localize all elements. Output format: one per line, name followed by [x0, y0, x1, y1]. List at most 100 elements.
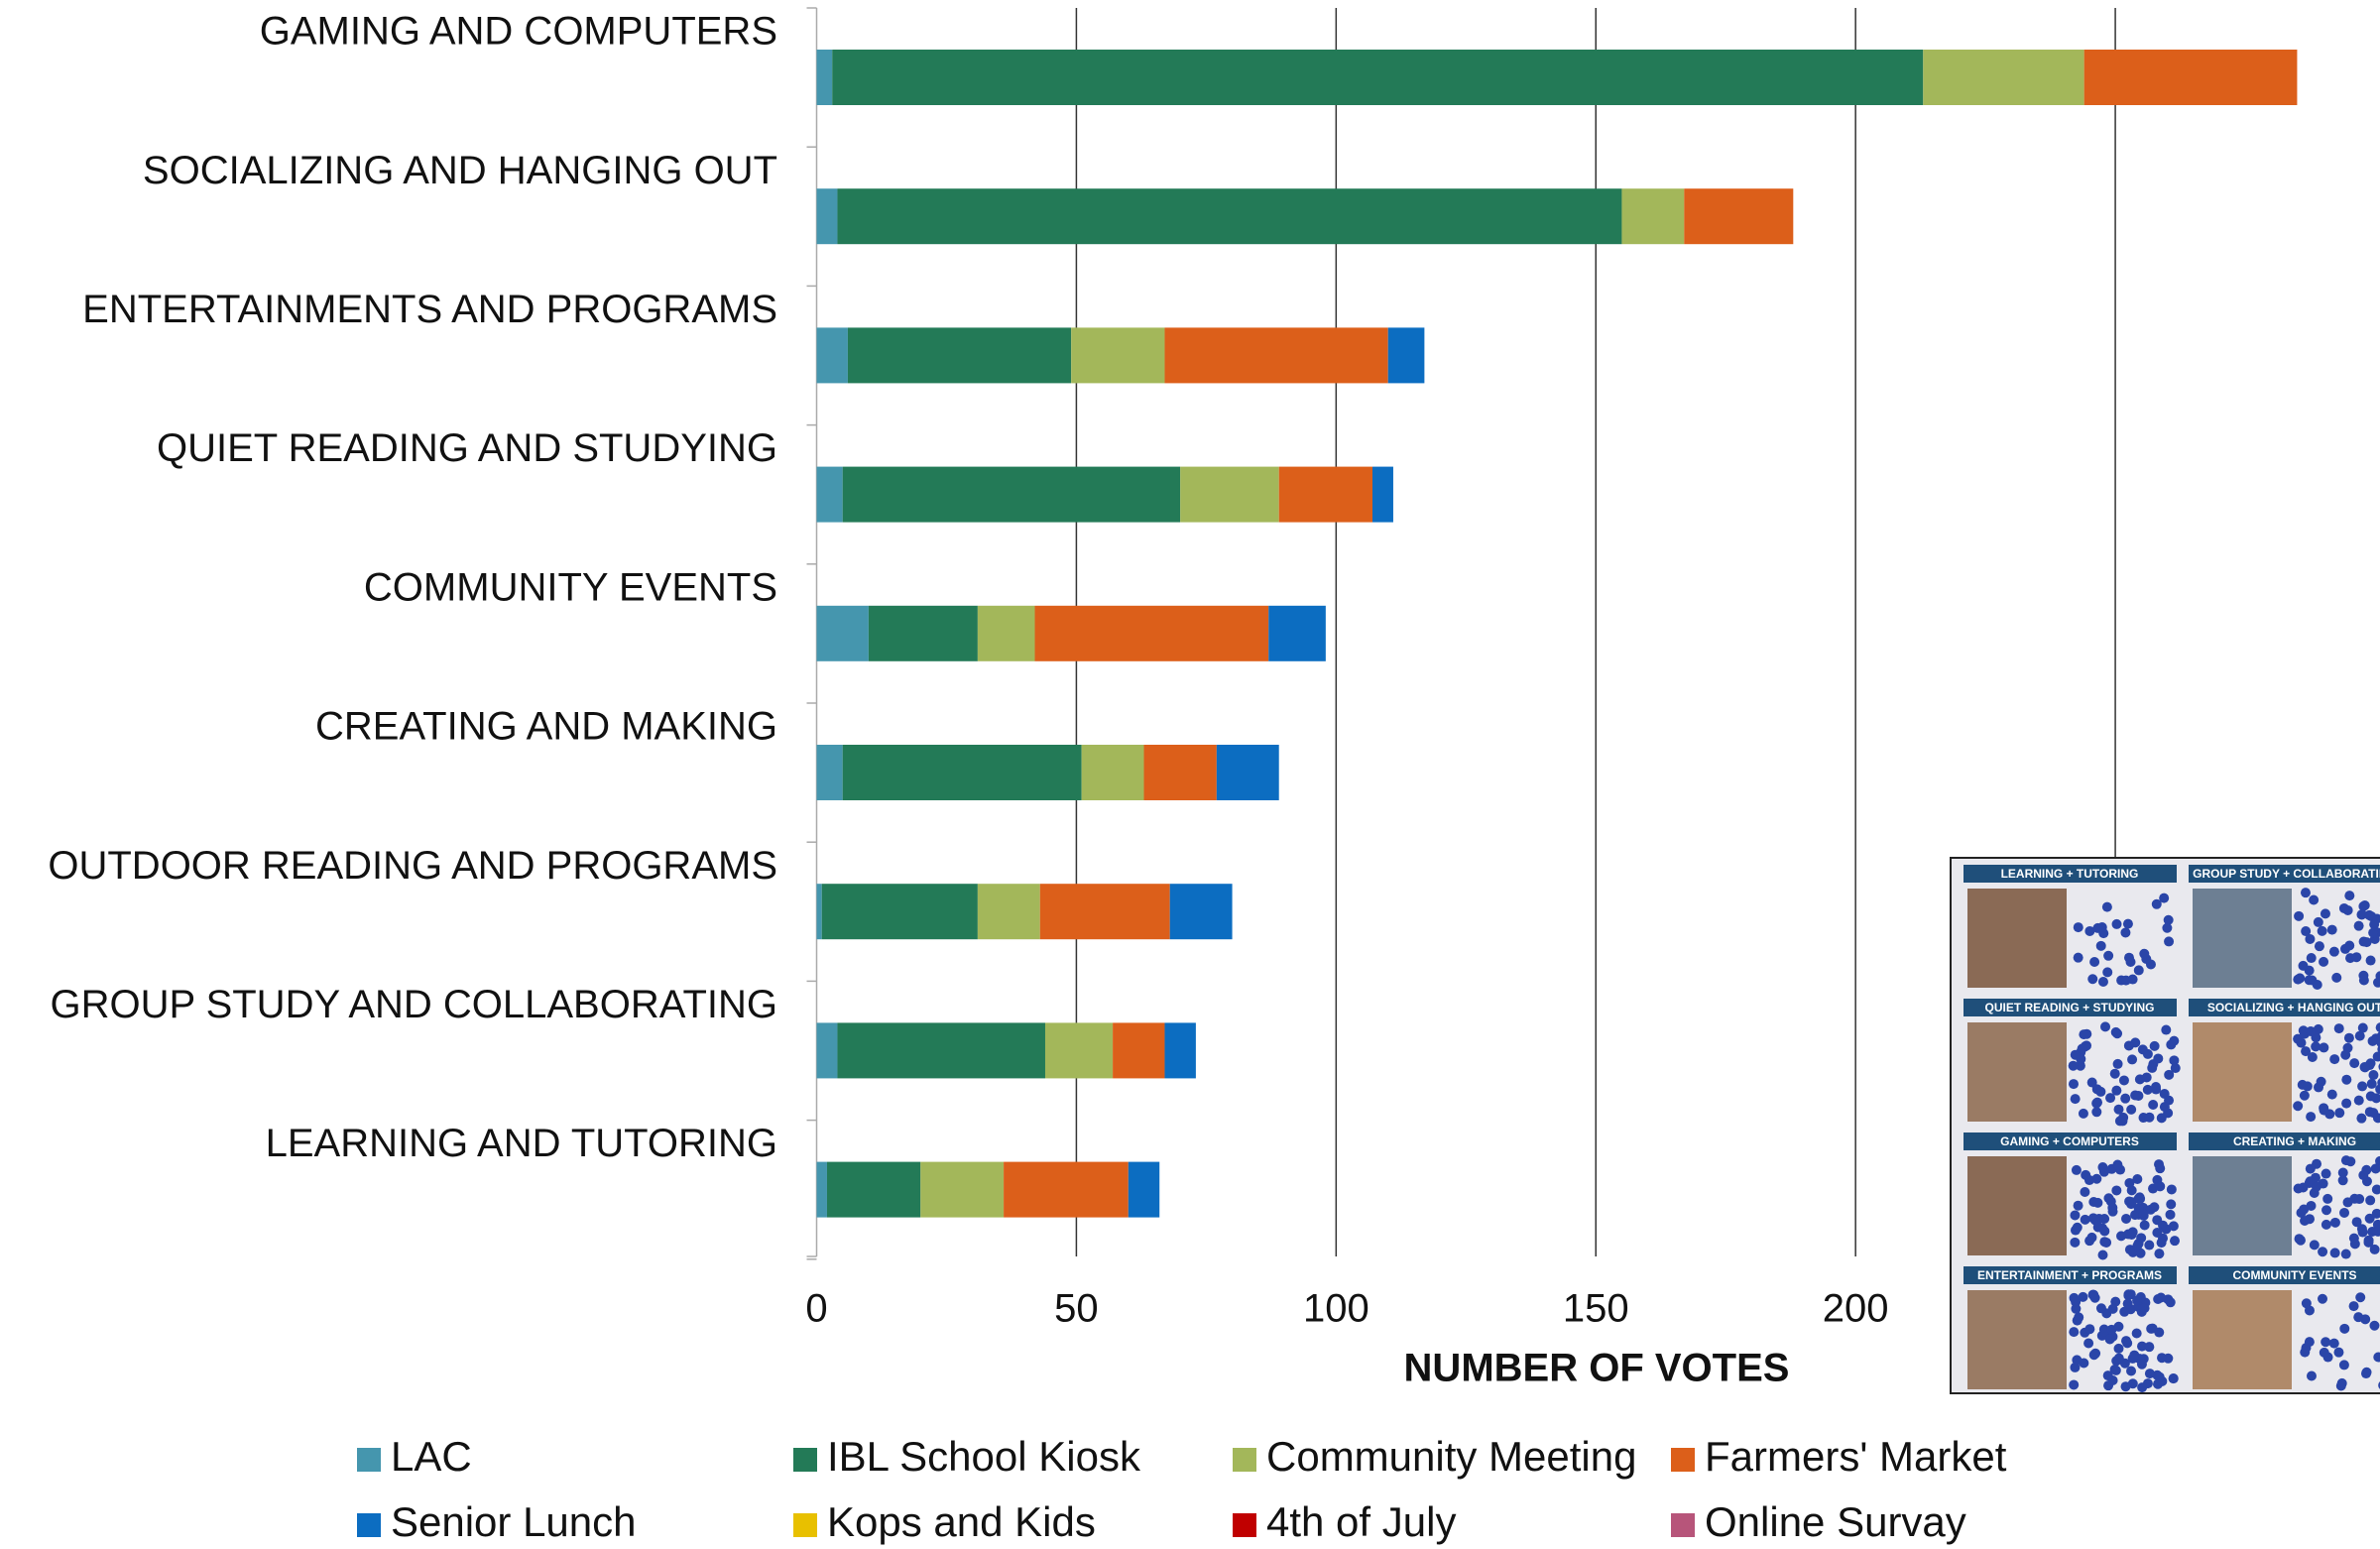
vote-dot: [2078, 1043, 2087, 1053]
vote-dot: [2073, 1223, 2082, 1233]
vote-dot: [2160, 1089, 2170, 1099]
bar-segment: [1004, 1162, 1129, 1218]
vote-dot: [2307, 1371, 2317, 1381]
vote-dot: [2368, 1070, 2378, 1080]
vote-dot: [2355, 1292, 2365, 1302]
legend-label: IBL School Kiosk: [827, 1433, 1141, 1480]
bar-segment: [817, 745, 843, 800]
legend-swatch: [793, 1448, 817, 1472]
bar-segment: [1071, 327, 1164, 383]
x-tick-label: 50: [1054, 1287, 1099, 1331]
bar-segment: [817, 606, 869, 661]
legend-swatch: [357, 1448, 381, 1472]
vote-dot: [2354, 1096, 2364, 1106]
vote-dot: [2306, 1112, 2316, 1122]
vote-dot: [2123, 919, 2133, 929]
category-label: QUIET READING AND STUDYING: [157, 426, 777, 470]
vote-dot: [2161, 1224, 2171, 1234]
bar-segment: [817, 188, 838, 244]
vote-dot: [2105, 1334, 2115, 1344]
vote-dot: [2295, 973, 2305, 983]
vote-dot: [2089, 1350, 2099, 1360]
vote-dot: [2166, 1297, 2176, 1307]
vote-dot: [2307, 953, 2317, 963]
vote-dot: [2322, 1194, 2332, 1204]
legend-label: 4th of July: [1266, 1498, 1456, 1545]
bar-segment: [1144, 745, 1217, 800]
vote-dot: [2331, 973, 2341, 983]
category-label: COMMUNITY EVENTS: [364, 565, 777, 609]
vote-dot: [2327, 925, 2337, 935]
vote-dot: [2349, 1058, 2359, 1068]
vote-dot: [2296, 1038, 2306, 1048]
vote-dot: [2340, 1050, 2350, 1060]
vote-dot: [2370, 1245, 2380, 1254]
legend-label: LAC: [391, 1433, 472, 1480]
bar-segment: [848, 327, 1071, 383]
vote-dot: [2134, 965, 2144, 975]
vote-dot: [2309, 894, 2319, 904]
bar-segment: [1113, 1022, 1164, 1078]
vote-dot: [2091, 1107, 2101, 1117]
vote-dot: [2338, 1167, 2348, 1177]
vote-dot: [2341, 1075, 2351, 1085]
vote-dot: [2084, 1324, 2094, 1334]
vote-dot: [2301, 888, 2311, 897]
vote-dot: [2360, 1314, 2370, 1324]
vote-dot: [2153, 1053, 2163, 1063]
vote-dot: [2154, 1249, 2164, 1258]
vote-dot: [2294, 1183, 2304, 1193]
vote-dot: [2358, 971, 2368, 981]
vote-dot: [2069, 1379, 2079, 1389]
vote-dot: [2123, 1299, 2133, 1309]
vote-dot: [2294, 911, 2304, 921]
bar-segment: [1388, 327, 1425, 383]
legend-label: Online Survay: [1705, 1498, 1966, 1545]
vote-dot: [2334, 1023, 2344, 1033]
bar-segment: [1268, 606, 1326, 661]
vote-dot: [2327, 1090, 2337, 1100]
vote-dot: [2110, 1069, 2120, 1079]
vote-dot: [2133, 1091, 2143, 1101]
vote-dot: [2159, 894, 2169, 903]
vote-dot: [2162, 923, 2172, 933]
legend-label: Community Meeting: [1266, 1433, 1636, 1480]
vote-dot: [2079, 1029, 2088, 1039]
vote-dot: [2166, 1210, 2176, 1220]
vote-dot: [2365, 1195, 2375, 1205]
vote-dot: [2080, 1187, 2089, 1197]
vote-dot: [2155, 1181, 2165, 1191]
vote-dot: [2140, 1220, 2150, 1230]
vote-dot: [2144, 1113, 2154, 1123]
vote-dot: [2145, 1369, 2155, 1378]
vote-dot: [2138, 1044, 2148, 1054]
bar-segment: [843, 745, 1082, 800]
vote-dot: [2300, 1348, 2310, 1358]
vote-dot: [2076, 1054, 2085, 1064]
vote-dot: [2102, 902, 2112, 912]
vote-dot: [2100, 1021, 2110, 1031]
bar-segment: [1923, 50, 2083, 105]
vote-dot: [2135, 1194, 2145, 1204]
panel-label: GROUP STUDY + COLLABORATING: [2193, 867, 2380, 881]
vote-dot: [2354, 921, 2364, 931]
panel-photo: [1967, 1156, 2067, 1255]
vote-dot: [2072, 1355, 2082, 1365]
vote-dot: [2300, 1091, 2310, 1101]
vote-dot: [2308, 1052, 2318, 1062]
vote-dot: [2330, 1248, 2340, 1257]
vote-dot: [2315, 941, 2324, 951]
vote-dot: [2320, 908, 2330, 918]
panel-photo: [2193, 1156, 2292, 1255]
bar-segment: [817, 884, 822, 939]
vote-dot: [2128, 975, 2138, 985]
vote-dot: [2090, 1293, 2100, 1303]
bar-segment: [920, 1162, 1004, 1218]
vote-dot: [2157, 1353, 2167, 1363]
panel-photo: [2193, 1290, 2292, 1389]
vote-dot: [2095, 1087, 2105, 1097]
vote-dot: [2112, 1160, 2122, 1170]
vote-dot: [2341, 1099, 2351, 1109]
vote-dot: [2341, 1155, 2351, 1165]
vote-dot: [2126, 1367, 2136, 1376]
